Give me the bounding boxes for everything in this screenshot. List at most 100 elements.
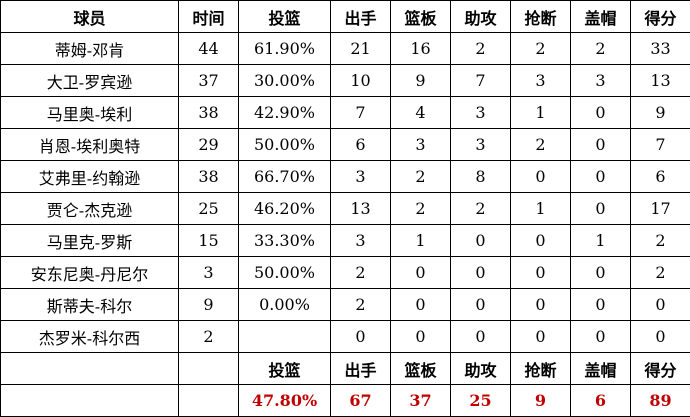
table-row: 肖恩-埃利奥特 29 50.00% 6 3 3 2 0 7 (0, 128, 690, 161)
totals-row-cell: 37 (390, 384, 451, 417)
table-row-cell: 2 (510, 32, 571, 65)
table-row-cell: 7 (450, 64, 511, 97)
table-row-cell: 肖恩-埃利奥特 (0, 128, 179, 161)
table-row: 大卫-罗宾逊 37 30.00% 10 9 7 3 3 13 (0, 64, 690, 97)
table-row-cell: 杰罗米-科尔西 (0, 320, 179, 353)
header-row-cell: 得分 (630, 0, 690, 33)
table-row-cell: 2 (630, 224, 690, 257)
table-row-cell: 30.00% (238, 64, 331, 97)
table-row-cell: 1 (510, 192, 571, 225)
table-row-cell: 1 (390, 224, 451, 257)
header-row-cell: 抢断 (510, 0, 571, 33)
table-row-cell: 斯蒂夫-科尔 (0, 288, 179, 321)
table-row-cell: 2 (390, 160, 451, 193)
table-row-cell: 马里克-罗斯 (0, 224, 179, 257)
table-row-cell: 3 (330, 224, 391, 257)
table-row-cell: 25 (178, 192, 239, 225)
table-row-cell: 21 (330, 32, 391, 65)
table-row-cell: 0 (570, 128, 631, 161)
table-row-cell: 50.00% (238, 256, 331, 289)
header-row-cell: 出手 (330, 0, 391, 33)
table-row-cell: 马里奥-埃利 (0, 96, 179, 129)
table-row-cell: 2 (450, 192, 511, 225)
table-row-cell: 46.20% (238, 192, 331, 225)
table-row-cell: 贾仑-杰克逊 (0, 192, 179, 225)
table-row-cell: 0 (570, 288, 631, 321)
table-row-cell: 38 (178, 96, 239, 129)
table-row-cell: 0 (450, 320, 511, 353)
header-row-cell: 球员 (0, 0, 179, 33)
table-row: 贾仑-杰克逊 25 46.20% 13 2 2 1 0 17 (0, 192, 690, 225)
table-row-cell: 1 (510, 96, 571, 129)
table-row-cell: 0 (330, 320, 391, 353)
table-row-cell: 0 (450, 288, 511, 321)
summary-header-row-cell: 得分 (630, 352, 690, 385)
table-row-cell: 9 (390, 64, 451, 97)
table-row-cell: 38 (178, 160, 239, 193)
table-row-cell: 17 (630, 192, 690, 225)
summary-header-row-cell (0, 352, 179, 385)
table-row-cell: 6 (630, 160, 690, 193)
table-row-cell: 6 (330, 128, 391, 161)
table-row-cell: 33 (630, 32, 690, 65)
table-row-cell: 15 (178, 224, 239, 257)
table-row-cell: 0 (390, 288, 451, 321)
table-row-cell: 37 (178, 64, 239, 97)
table-row-cell: 4 (390, 96, 451, 129)
table-row-cell: 9 (630, 96, 690, 129)
table-row-cell: 2 (570, 32, 631, 65)
table-row-cell: 16 (390, 32, 451, 65)
table-row-cell: 0 (510, 160, 571, 193)
table-row-cell: 0 (510, 224, 571, 257)
summary-header-row-cell: 出手 (330, 352, 391, 385)
table-row-cell: 50.00% (238, 128, 331, 161)
table-row-cell: 安东尼奥-丹尼尔 (0, 256, 179, 289)
table-row-cell: 0 (570, 96, 631, 129)
table-row-cell: 1 (570, 224, 631, 257)
table-row: 杰罗米-科尔西 2 0 0 0 0 0 0 (0, 320, 690, 353)
summary-header-row-cell (178, 352, 239, 385)
totals-row-cell (0, 384, 179, 417)
table-row-cell: 9 (178, 288, 239, 321)
table-row-cell: 61.90% (238, 32, 331, 65)
totals-row-cell: 67 (330, 384, 391, 417)
totals-row-cell: 9 (510, 384, 571, 417)
table-row-cell: 2 (330, 256, 391, 289)
header-row-cell: 篮板 (390, 0, 451, 33)
header-row-cell: 时间 (178, 0, 239, 33)
table-row-cell: 8 (450, 160, 511, 193)
table-row-cell: 66.70% (238, 160, 331, 193)
table-row-cell: 42.90% (238, 96, 331, 129)
table-row-cell: 0 (450, 224, 511, 257)
summary-header-row-cell: 盖帽 (570, 352, 631, 385)
table-row-cell: 艾弗里-约翰逊 (0, 160, 179, 193)
table-row-cell: 2 (390, 192, 451, 225)
table-row-cell: 29 (178, 128, 239, 161)
table-row-cell: 44 (178, 32, 239, 65)
table-row-cell: 13 (330, 192, 391, 225)
summary-header-row-cell: 投篮 (238, 352, 331, 385)
table-row-cell: 0 (390, 320, 451, 353)
table-row-cell: 蒂姆-邓肯 (0, 32, 179, 65)
totals-row-cell: 6 (570, 384, 631, 417)
table-row-cell: 3 (178, 256, 239, 289)
table-row-cell: 10 (330, 64, 391, 97)
table-row-cell: 0 (450, 256, 511, 289)
table-row: 马里奥-埃利 38 42.90% 7 4 3 1 0 9 (0, 96, 690, 129)
table-row-cell: 2 (450, 32, 511, 65)
table-row: 蒂姆-邓肯 44 61.90% 21 16 2 2 2 33 (0, 32, 690, 65)
table-row-cell: 0 (570, 256, 631, 289)
summary-header-row-cell: 篮板 (390, 352, 451, 385)
totals-row-cell: 25 (450, 384, 511, 417)
table-row-cell: 3 (570, 64, 631, 97)
table-row-cell: 大卫-罗宾逊 (0, 64, 179, 97)
table-row-cell: 2 (510, 128, 571, 161)
table-row-cell: 2 (178, 320, 239, 353)
table-row-cell: 3 (450, 96, 511, 129)
totals-row-cell: 89 (630, 384, 690, 417)
totals-row-cell (178, 384, 239, 417)
table-row-cell: 7 (330, 96, 391, 129)
summary-header-row-cell: 助攻 (450, 352, 511, 385)
table-row-cell: 7 (630, 128, 690, 161)
